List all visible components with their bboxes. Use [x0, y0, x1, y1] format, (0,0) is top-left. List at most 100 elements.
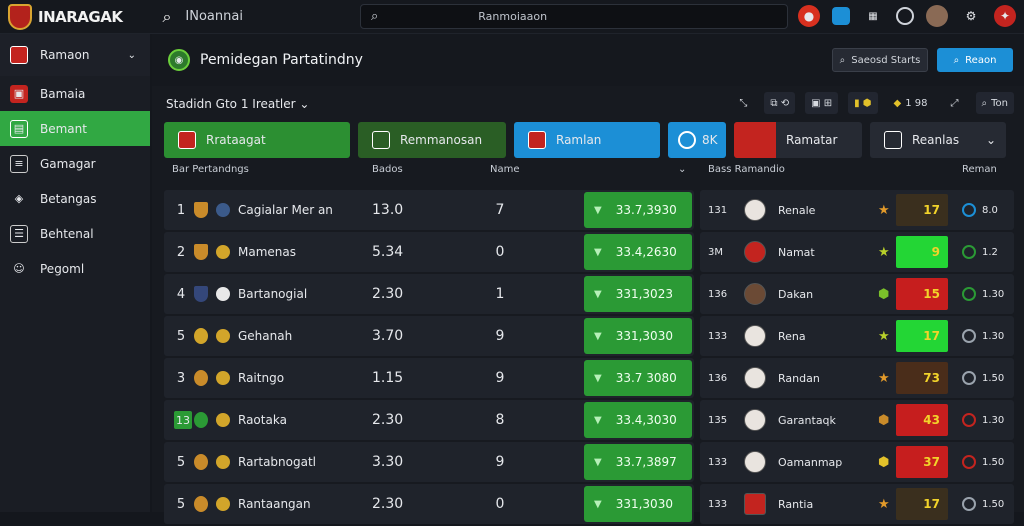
tab-label: Reanlas	[912, 133, 960, 147]
search-tool[interactable]: ⌕ Ton	[975, 92, 1014, 114]
rank: 4	[176, 286, 186, 302]
team-value-1: 3.70	[372, 328, 404, 344]
player-name: Namat	[778, 245, 815, 259]
red-circle-icon[interactable]: ●	[798, 5, 820, 27]
amount-badge[interactable]: ▼ 33.7 3080	[584, 360, 692, 396]
player-number: 3M	[708, 246, 723, 258]
table-row[interactable]: 4 Bartanogial 2.30 1 ▼ 331,3023 136 Dakan…	[164, 274, 1014, 314]
team-value-1: 3.30	[372, 454, 404, 470]
amount-badge[interactable]: ▼ 33.7,3897	[584, 444, 692, 480]
search-input[interactable]	[478, 10, 679, 23]
amount-value: 33.7 3080	[615, 371, 677, 385]
score-value: 17	[923, 203, 940, 217]
search-toggle-icon[interactable]: ⌕	[162, 6, 172, 26]
col-header-right-a[interactable]: Bass Ramandio	[708, 164, 785, 175]
sidebar-item-gamagar[interactable]: ≡ Gamagar	[0, 146, 150, 181]
link-icon[interactable]: ⧉ ⟲	[764, 92, 796, 114]
team-value-2: 0	[495, 244, 505, 260]
amount-badge[interactable]: ▼ 331,3030	[584, 486, 692, 522]
resize-icon[interactable]: ⤡	[739, 97, 748, 109]
badge-icon[interactable]: ▮ ⬢	[848, 92, 878, 114]
chevron-down-icon[interactable]: ⌄	[678, 164, 687, 175]
rank: 5	[176, 496, 186, 512]
settings-icon[interactable]: ⚙	[965, 9, 977, 23]
rank: 1	[176, 202, 186, 218]
col-header-left-b[interactable]: Bados	[372, 164, 403, 175]
rank: 3	[176, 370, 186, 386]
player-number: 136	[708, 288, 728, 300]
arrow-down-icon: ▼	[594, 456, 602, 468]
score-bar: 17	[896, 320, 948, 352]
red-badge-icon[interactable]: ✦	[994, 5, 1016, 27]
sidebar-item-bamaia[interactable]: ▣ Bamaia	[0, 76, 150, 111]
chevron-down-icon[interactable]: ⌄	[127, 49, 136, 61]
image-icon[interactable]: ▣ ⊞	[805, 92, 839, 114]
sidebar-item-bemant[interactable]: ▤ Bemant	[0, 111, 150, 146]
tab-remmanosan[interactable]: Remmanosan	[358, 122, 506, 158]
crest-icon	[194, 484, 208, 524]
sidebar-item-pegoml[interactable]: ☺ Pegoml	[0, 251, 150, 286]
score-value: 37	[923, 455, 940, 469]
col-header-left-c[interactable]: Name	[490, 164, 520, 175]
grid-icon[interactable]: ▦	[868, 10, 878, 22]
table-row[interactable]: 5 Gehanah 3.70 9 ▼ 331,3030 133 Rena ★ 17…	[164, 316, 1014, 356]
global-search[interactable]: ⌕	[360, 4, 788, 29]
count-label: 1 98	[905, 97, 928, 109]
expand-icon[interactable]: ⤢	[950, 97, 959, 109]
primary-button[interactable]: ⌕ Reaon	[937, 48, 1013, 72]
avatar[interactable]	[926, 5, 948, 27]
team-value-1: 2.30	[372, 412, 404, 428]
table-row[interactable]: 5 Rartabnogatl 3.30 9 ▼ 33.7,3897 133 Oam…	[164, 442, 1014, 482]
team-value-1: 5.34	[372, 244, 404, 260]
amount-badge[interactable]: ▼ 33.4,3030	[584, 402, 692, 438]
team-badge-icon	[216, 316, 230, 356]
sidebar-item-betangas[interactable]: ◈ Betangas	[0, 181, 150, 216]
table-row[interactable]: 3 Raitngo 1.15 9 ▼ 33.7 3080 136 Randan ★…	[164, 358, 1014, 398]
chevron-down-icon: ⌄	[299, 97, 310, 111]
blue-square-icon[interactable]	[832, 7, 850, 25]
chevron-down-icon[interactable]: ⌄	[985, 133, 996, 147]
team-value-1: 13.0	[372, 202, 404, 218]
stat-value: 1.30	[982, 414, 1005, 426]
stat-value: 1.50	[982, 372, 1005, 384]
table-row[interactable]: 1 Cagialar Mer an 13.0 7 ▼ 33.7,3930 131 …	[164, 190, 1014, 230]
count-icon[interactable]: ◆ 1 98	[893, 97, 928, 109]
tab-ramatar[interactable]: Ramatar	[734, 122, 862, 158]
amount-badge[interactable]: ▼ 331,3023	[584, 276, 692, 312]
sidebar-item-ramaon[interactable]: Ramaon ⌄	[0, 34, 150, 76]
col-header-left-a[interactable]: Bar Pertandngs	[172, 164, 249, 175]
tab-ramlan[interactable]: Ramlan	[514, 122, 660, 158]
score-bar: 15	[896, 278, 948, 310]
amount-badge[interactable]: ▼ 33.4,2630	[584, 234, 692, 270]
player-name: Renale	[778, 203, 816, 217]
table-row[interactable]: 5 Rantaangan 2.30 0 ▼ 331,3030 133 Rantia…	[164, 484, 1014, 524]
player-avatar	[744, 199, 766, 221]
brand-logo[interactable]	[8, 3, 32, 30]
stat-icon	[962, 287, 976, 301]
tab-rrataagat[interactable]: Rrataagat	[164, 122, 350, 158]
team-name: Rantaangan	[238, 497, 311, 511]
stat-icon	[962, 371, 976, 385]
tab-reanlas[interactable]: Reanlas ⌄	[870, 122, 1006, 158]
amount-badge[interactable]: ▼ 33.7,3930	[584, 192, 692, 228]
score-bar: 73	[896, 362, 948, 394]
document-icon: ≡	[10, 154, 28, 173]
filter-dropdown[interactable]: Stadidn Gto 1 Ireatler ⌄	[166, 97, 309, 111]
crest-icon	[178, 131, 196, 149]
star-icon: ⬢	[878, 286, 890, 302]
tab-8k[interactable]: 8K	[668, 122, 726, 158]
score-bar: 9	[896, 236, 948, 268]
secondary-button[interactable]: ⌕ Saeosd Starts	[832, 48, 928, 72]
sidebar-item-behtenal[interactable]: ☰ Behtenal	[0, 216, 150, 251]
amount-badge[interactable]: ▼ 331,3030	[584, 318, 692, 354]
table-row[interactable]: 2 Mamenas 5.34 0 ▼ 33.4,2630 3M Namat ★ 9…	[164, 232, 1014, 272]
top-icons: ● ▦ ⚙ ✦	[798, 5, 1016, 27]
crest-icon	[194, 274, 208, 314]
gear-icon[interactable]	[896, 7, 914, 25]
rank: 5	[176, 454, 186, 470]
col-header-right-b[interactable]: Reman	[962, 164, 997, 175]
team-badge-icon	[216, 190, 230, 230]
shield-icon	[372, 131, 390, 149]
table-row[interactable]: 13 Raotaka 2.30 8 ▼ 33.4,3030 135 Garanta…	[164, 400, 1014, 440]
crest-icon	[194, 358, 208, 398]
